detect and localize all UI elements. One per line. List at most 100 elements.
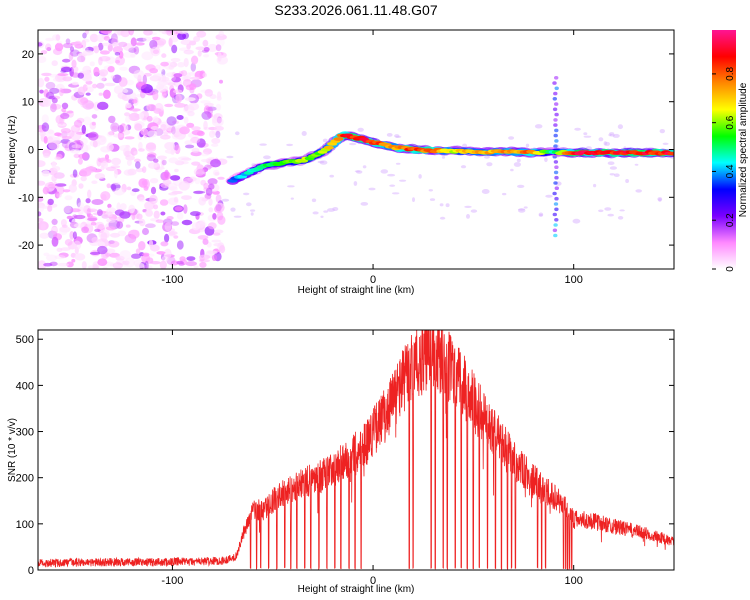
noise-blob xyxy=(207,222,217,230)
x-tick-label: 0 xyxy=(370,575,376,587)
noise-blob xyxy=(38,211,42,217)
noise-blob xyxy=(311,198,317,203)
noise-blob xyxy=(66,261,74,268)
noise-blob xyxy=(196,30,207,38)
noise-blob xyxy=(138,197,146,203)
spike-blob xyxy=(553,123,558,127)
noise-blob xyxy=(85,103,96,109)
noise-blob xyxy=(207,178,218,186)
noise-blob xyxy=(191,161,201,166)
noise-blob xyxy=(545,194,553,198)
y-tick-label: 0 xyxy=(28,565,34,577)
noise-blob xyxy=(180,39,193,46)
noise-blob xyxy=(159,260,167,269)
noise-blob xyxy=(111,125,118,130)
snr-ticks: -100 0 100 0 100 200 300 400 500 xyxy=(16,330,674,587)
noise-blob xyxy=(349,142,357,146)
noise-blob xyxy=(150,244,160,252)
noise-blob xyxy=(538,212,544,217)
noise-blob xyxy=(160,211,166,216)
colorbar-gradient xyxy=(712,30,736,269)
noise-blob xyxy=(43,136,48,144)
noise-blob xyxy=(155,168,163,173)
noise-blob xyxy=(41,122,50,132)
snr-series-line xyxy=(38,330,674,570)
noise-blob xyxy=(151,36,161,41)
noise-blob xyxy=(90,221,97,226)
noise-blob xyxy=(100,30,112,34)
noise-blob xyxy=(71,144,82,149)
noise-blob xyxy=(177,61,186,68)
noise-blob xyxy=(391,192,400,195)
noise-blob xyxy=(38,77,45,88)
noise-blob xyxy=(387,173,396,177)
noise-blob xyxy=(131,211,136,221)
noise-blob xyxy=(143,30,153,36)
noise-blob xyxy=(226,155,234,159)
noise-blob xyxy=(63,42,73,49)
noise-blob xyxy=(201,158,209,163)
noise-blob xyxy=(168,157,179,164)
noise-blob xyxy=(48,141,60,150)
noise-blob xyxy=(219,245,226,254)
noise-blob xyxy=(203,105,211,115)
noise-blob xyxy=(85,30,89,35)
noise-blob xyxy=(168,192,178,196)
colorbar-label: Normalized spectral amplitude xyxy=(738,82,749,217)
noise-blob xyxy=(360,202,369,206)
noise-blob xyxy=(134,158,141,163)
snr-panel: -100 0 100 0 100 200 300 400 500 Height of strai… xyxy=(7,329,675,595)
noise-blob xyxy=(184,97,196,102)
noise-blob xyxy=(217,215,226,225)
noise-blob xyxy=(71,81,79,86)
noise-blob xyxy=(183,49,194,55)
noise-blob xyxy=(77,157,83,165)
snr-x-label: Height of straight line (km) xyxy=(298,584,415,595)
noise-blob xyxy=(177,30,188,35)
noise-blob xyxy=(418,174,422,179)
noise-blob xyxy=(207,43,218,53)
noise-blob xyxy=(164,103,174,108)
noise-blob xyxy=(60,247,71,251)
noise-blob xyxy=(106,183,111,189)
noise-blob xyxy=(113,187,125,196)
noise-blob xyxy=(203,120,208,130)
noise-blob xyxy=(608,133,612,137)
spectrogram-y-label: Frequency (Hz) xyxy=(7,116,18,185)
noise-blob xyxy=(202,148,213,155)
noise-blob xyxy=(126,186,132,191)
noise-blob xyxy=(51,161,57,168)
noise-blob xyxy=(525,143,530,148)
noise-blob xyxy=(250,212,254,216)
noise-blob xyxy=(150,218,160,222)
noise-blob xyxy=(113,168,118,179)
noise-blob xyxy=(114,52,121,56)
noise-blob xyxy=(149,178,159,184)
noise-blob xyxy=(97,209,103,217)
noise-blob xyxy=(74,253,86,261)
noise-blob xyxy=(124,112,130,117)
y-tick-label: 10 xyxy=(22,97,34,109)
noise-blob xyxy=(105,226,116,231)
noise-blob xyxy=(132,99,138,104)
noise-blob xyxy=(356,170,363,174)
noise-blob xyxy=(55,34,61,41)
noise-blob xyxy=(572,218,581,224)
noise-blob xyxy=(199,222,207,227)
noise-blob xyxy=(141,51,154,61)
noise-blob xyxy=(439,203,444,207)
noise-blob xyxy=(135,161,141,169)
spike-blob xyxy=(554,186,559,190)
noise-blob xyxy=(126,159,132,166)
y-tick-label: -10 xyxy=(18,192,34,204)
noise-blob xyxy=(80,143,89,154)
noise-blob xyxy=(73,119,83,128)
noise-blob xyxy=(99,50,110,55)
noise-blob xyxy=(116,221,124,229)
noise-blob xyxy=(43,262,53,267)
noise-blob xyxy=(136,37,147,42)
noise-blob xyxy=(598,209,604,213)
